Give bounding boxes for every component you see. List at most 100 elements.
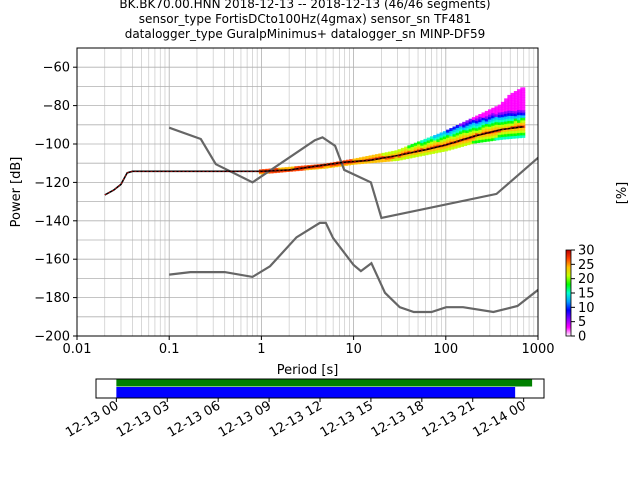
- psd-bin: [513, 120, 519, 124]
- y-tick-label: −100: [34, 138, 70, 153]
- psd-bin: [404, 156, 410, 160]
- psd-bin: [458, 125, 464, 129]
- psd-bin: [484, 115, 490, 119]
- x-axis-label: Period [s]: [277, 363, 339, 378]
- colorbar-tick-label: 30: [578, 244, 595, 259]
- psd-bin: [420, 147, 426, 151]
- psd-bin: [452, 126, 458, 130]
- psd-bin: [291, 166, 297, 170]
- psd-bin: [471, 132, 477, 136]
- psd-bin: [481, 124, 487, 128]
- psd-bin: [352, 161, 358, 165]
- psd-bin: [455, 127, 461, 131]
- psd-bin: [491, 135, 497, 139]
- psd-bin: [458, 136, 464, 140]
- psd-bin: [478, 114, 484, 118]
- psd-bin: [510, 115, 516, 119]
- psd-bin: [365, 160, 371, 164]
- psd-bin: [439, 146, 445, 150]
- psd-bin: [504, 103, 510, 107]
- psd-bin: [442, 136, 448, 140]
- psd-bin: [484, 138, 490, 142]
- plot-frame: [76, 47, 539, 337]
- psd-bin: [458, 141, 464, 145]
- psd-bin: [517, 94, 523, 98]
- psd-bin: [520, 122, 526, 126]
- psd-bin: [494, 134, 500, 138]
- psd-bin: [349, 159, 355, 163]
- psd-bin: [468, 138, 474, 142]
- psd-bin: [462, 135, 468, 139]
- timeline-tick-label: 12-13 09: [216, 398, 274, 440]
- psd-bin: [429, 136, 435, 140]
- psd-bin: [497, 104, 503, 108]
- psd-bin: [391, 155, 397, 159]
- psd-bin: [446, 144, 452, 148]
- y-tick-label: −180: [34, 291, 70, 306]
- psd-bin: [413, 145, 419, 149]
- psd-bin: [520, 112, 526, 116]
- psd-bin: [520, 89, 526, 93]
- psd-bin: [497, 107, 503, 111]
- timeline-tick-label: 12-13 15: [318, 398, 376, 440]
- psd-bin: [497, 129, 503, 133]
- psd-bin: [488, 138, 494, 142]
- psd-bin: [433, 140, 439, 144]
- psd-bin: [500, 136, 506, 140]
- psd-bin: [513, 118, 519, 122]
- psd-bin: [504, 98, 510, 102]
- psd-bin: [400, 147, 406, 151]
- psd-bin: [455, 144, 461, 148]
- psd-bin: [500, 111, 506, 115]
- psd-bin: [500, 126, 506, 130]
- psd-bin: [517, 130, 523, 134]
- psd-bin: [517, 104, 523, 108]
- psd-bin: [275, 167, 281, 171]
- psd-bin: [417, 151, 423, 155]
- psd-bin: [500, 101, 506, 105]
- psd-bin: [478, 124, 484, 128]
- psd-bin: [362, 160, 368, 164]
- psd-bin: [397, 157, 403, 161]
- psd-bin: [478, 126, 484, 130]
- colorbar-gradient: [565, 249, 572, 337]
- psd-bin: [404, 151, 410, 155]
- psd-bin: [513, 100, 519, 104]
- psd-bin: [494, 132, 500, 136]
- psd-bin: [423, 146, 429, 150]
- psd-bin: [500, 129, 506, 133]
- psd-bin: [504, 131, 510, 135]
- psd-bin: [407, 147, 413, 151]
- psd-bin: [426, 137, 432, 141]
- psd-bin: [300, 165, 306, 169]
- x-tick-label: 100: [433, 342, 458, 357]
- psd-bin: [439, 134, 445, 138]
- psd-bin: [455, 124, 461, 128]
- psd-bin: [426, 139, 432, 143]
- psd-bin: [465, 142, 471, 146]
- psd-bin: [507, 115, 513, 119]
- psd-bin: [520, 87, 526, 91]
- psd-bin: [468, 126, 474, 130]
- psd-bin: [494, 126, 500, 130]
- psd-bin: [410, 149, 416, 153]
- psd-bin: [417, 146, 423, 150]
- psd-bin: [365, 156, 371, 160]
- psd-bin: [475, 140, 481, 144]
- psd-bin: [375, 159, 381, 163]
- psd-bin: [510, 97, 516, 101]
- psd-bin: [387, 153, 393, 157]
- psd-bin: [491, 107, 497, 111]
- psd-bin: [497, 122, 503, 126]
- psd-bin: [491, 132, 497, 136]
- psd-bin: [355, 157, 361, 161]
- psd-bin: [407, 152, 413, 156]
- psd-bin: [517, 96, 523, 100]
- psd-bin: [442, 133, 448, 137]
- psd-bin: [462, 124, 468, 128]
- chart-title-line-2: sensor_type FortisDCto100Hz(4gmax) senso…: [138, 12, 472, 26]
- psd-bin: [520, 117, 526, 121]
- psd-bin: [426, 151, 432, 155]
- psd-bin: [436, 146, 442, 150]
- colorbar-label: [%]: [615, 182, 630, 205]
